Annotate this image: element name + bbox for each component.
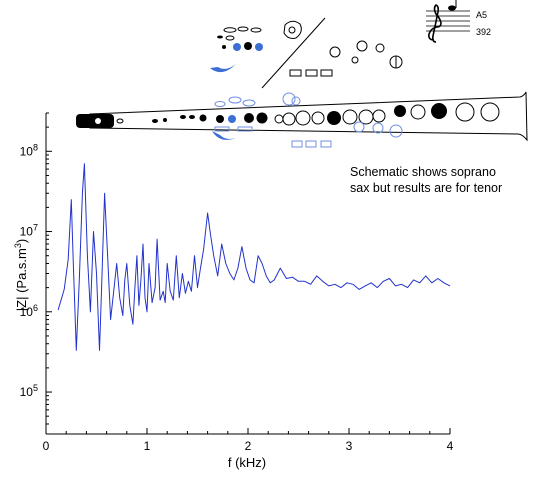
saxophone-schematic: A5 392 xyxy=(76,0,528,148)
y-tick-label: 107 xyxy=(20,223,38,239)
y-axis-title-close: ) xyxy=(14,239,29,243)
y-tick-label: 108 xyxy=(20,142,38,158)
annotation-line-1: Schematic shows soprano xyxy=(350,165,496,179)
fingering-diagram xyxy=(210,17,403,89)
x-tick-label: 3 xyxy=(346,439,353,453)
sax-side-key-blue xyxy=(212,131,236,140)
impedance-series-line xyxy=(57,163,451,351)
y-axis-title: |Z| (Pa.s.m3) xyxy=(13,239,29,311)
note-name: A5 xyxy=(476,10,487,20)
axis-ticks: 0 1 2 3 4 105 106 107 108 xyxy=(20,112,454,453)
note-frequency: 392 xyxy=(476,27,491,37)
y-tick-label: 106 xyxy=(20,303,38,319)
y-axis-title-sup: 3 xyxy=(13,243,23,248)
x-tick-label: 0 xyxy=(43,439,50,453)
sax-keys xyxy=(116,102,500,126)
mouthpiece-hole-icon xyxy=(95,118,101,124)
sax-body-outline xyxy=(89,91,528,142)
y-tick-label: 105 xyxy=(20,383,38,399)
treble-clef-icon xyxy=(428,4,442,43)
x-tick-label: 1 xyxy=(144,439,151,453)
sax-ghost-keys xyxy=(214,92,403,148)
x-tick-label: 2 xyxy=(245,439,252,453)
note-staff: A5 392 xyxy=(426,0,491,43)
y-axis-title-main: |Z| (Pa.s.m xyxy=(14,248,29,311)
note-head-icon xyxy=(448,5,456,11)
impedance-trace xyxy=(57,163,451,351)
x-axis-title: f (kHz) xyxy=(228,455,266,470)
annotation-line-2: sax but results are for tenor xyxy=(350,181,502,195)
x-tick-label: 4 xyxy=(447,439,454,453)
